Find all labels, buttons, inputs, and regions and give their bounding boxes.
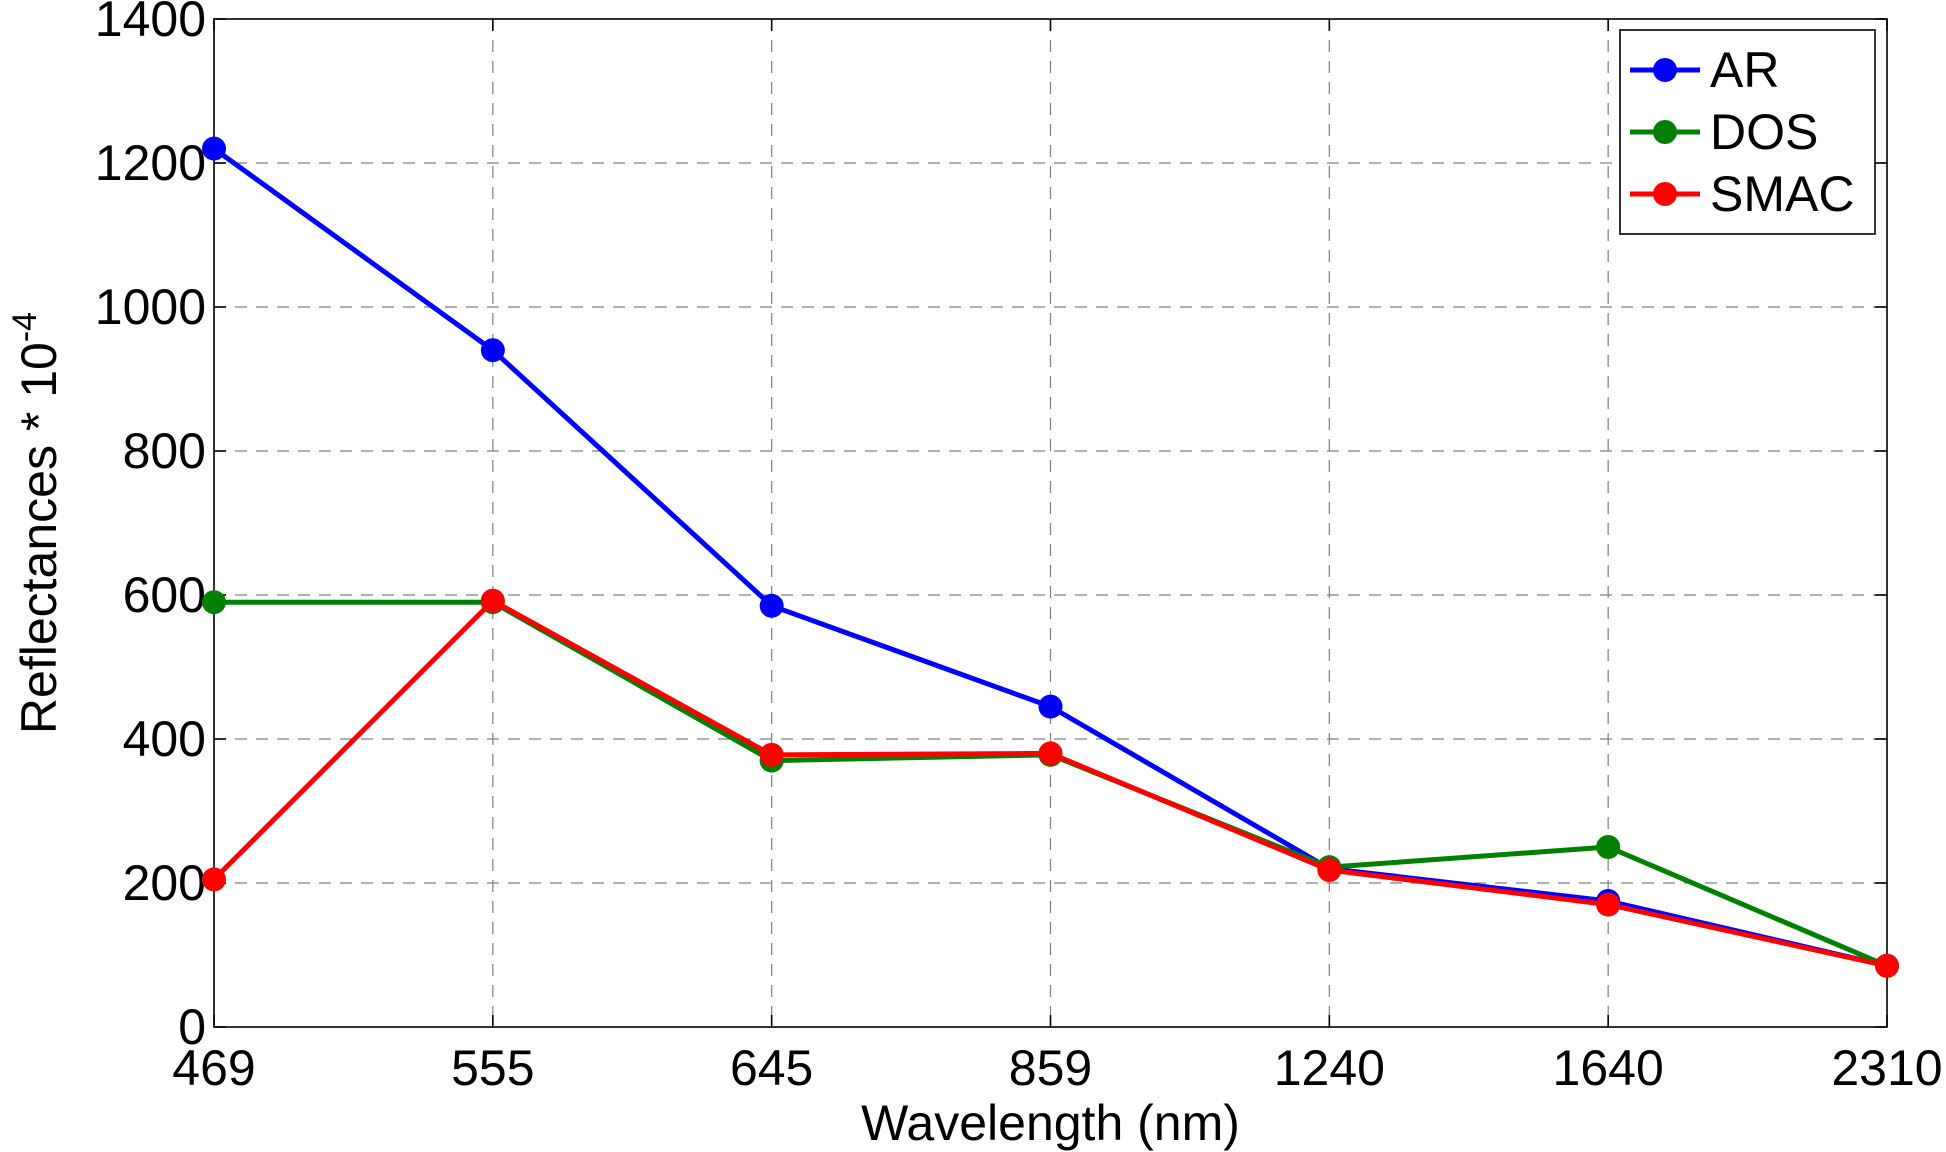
x-tick-label: 469	[172, 1040, 255, 1096]
legend-item-ar: AR	[1630, 42, 1779, 98]
legend-item-smac: SMAC	[1630, 166, 1854, 222]
data-point-ar	[202, 136, 226, 161]
y-tick-label: 400	[123, 711, 206, 767]
y-axis-title: Reflectances * 10-4	[6, 312, 67, 734]
y-tick-label: 1200	[95, 135, 206, 191]
legend-swatch-marker	[1653, 182, 1677, 206]
data-point-smac	[202, 867, 226, 892]
y-tick-label: 0	[178, 999, 206, 1055]
data-point-smac	[480, 588, 505, 613]
legend-label: DOS	[1710, 104, 1818, 160]
data-point-dos	[202, 590, 226, 615]
y-axis-title-base: Reflectances * 10	[11, 342, 67, 734]
data-point-smac	[1596, 892, 1621, 917]
data-point-ar	[759, 593, 784, 618]
y-tick-label: 1000	[95, 279, 206, 335]
legend-label: AR	[1710, 42, 1779, 98]
legend-item-dos: DOS	[1630, 104, 1818, 160]
x-tick-label: 645	[730, 1040, 813, 1096]
legend: AR DOS SMAC	[1619, 29, 1876, 235]
data-point-dos	[1596, 835, 1621, 859]
data-point-smac	[1038, 741, 1063, 766]
y-tick-label: 800	[123, 423, 206, 479]
series-smac	[202, 588, 1899, 978]
axis-ticks: 469 555 645 859 1240 1640 2310 0 200 400 600 800 100…	[95, 0, 1943, 1096]
legend-swatch-marker	[1653, 120, 1677, 144]
x-tick-label: 555	[451, 1040, 534, 1096]
x-tick-label: 2310	[1831, 1040, 1942, 1096]
data-point-smac	[759, 742, 784, 767]
series-lines	[202, 136, 1899, 978]
data-point-ar	[480, 338, 505, 363]
y-axis-title-exponent: -4	[6, 312, 44, 342]
legend-swatch-marker	[1653, 58, 1677, 82]
y-tick-label: 600	[123, 567, 206, 623]
y-tick-label: 1400	[95, 0, 206, 47]
x-tick-label: 1640	[1553, 1040, 1664, 1096]
series-ar	[202, 136, 1899, 978]
legend-label: SMAC	[1710, 166, 1854, 222]
data-point-smac	[1317, 858, 1342, 883]
data-point-smac	[1875, 953, 1899, 978]
x-tick-label: 859	[1009, 1040, 1092, 1096]
data-point-ar	[1038, 694, 1063, 719]
x-axis-title: Wavelength (nm)	[861, 1095, 1240, 1151]
y-tick-label: 200	[123, 855, 206, 911]
x-tick-label: 1240	[1274, 1040, 1385, 1096]
